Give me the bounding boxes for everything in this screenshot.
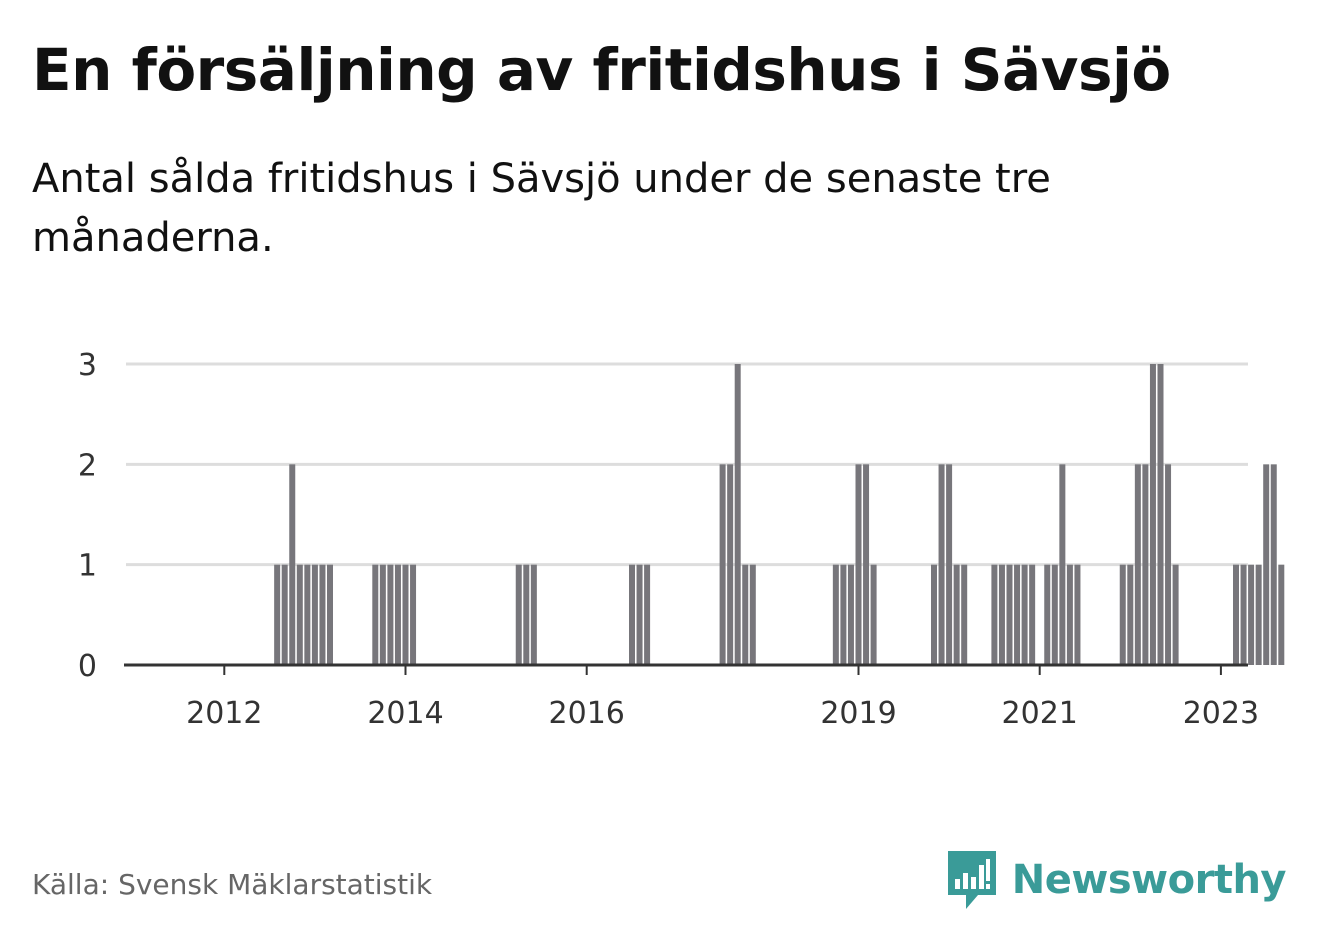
bar [1059, 464, 1066, 665]
bar [530, 564, 537, 665]
bar [1127, 564, 1134, 665]
bar [953, 564, 960, 665]
bar [727, 464, 734, 665]
y-tick-label: 2 [78, 448, 97, 483]
bar [1149, 364, 1156, 665]
brand-name: Newsworthy [1011, 857, 1287, 903]
bar [629, 564, 635, 665]
bar [319, 564, 326, 665]
bar [1240, 564, 1247, 665]
bar [402, 564, 409, 665]
bar [304, 564, 311, 665]
bar [1172, 564, 1179, 665]
x-axis: 2012 2014 2016 2019 2021 2023 [124, 663, 1259, 731]
bar [1165, 464, 1172, 665]
bar [289, 464, 296, 665]
bar [931, 564, 937, 665]
bar [1134, 464, 1141, 665]
bar [1021, 564, 1028, 665]
bar [1233, 564, 1239, 665]
bar [1248, 564, 1255, 665]
x-tick-label: 2016 [549, 696, 625, 731]
x-tick-label: 2019 [820, 696, 896, 731]
bar [644, 564, 651, 665]
bar [832, 564, 839, 665]
y-tick-label: 0 [78, 649, 97, 684]
bar-chart: 2012 2014 2016 2019 2021 2023 0 1 2 3 1 [78, 348, 1285, 731]
bar [863, 464, 870, 665]
bar [327, 564, 333, 665]
bar [719, 464, 726, 665]
bar [1255, 564, 1262, 665]
bar [394, 564, 401, 665]
bar [742, 564, 749, 665]
bar [1074, 564, 1081, 665]
y-tick-label: 3 [78, 348, 97, 383]
bar [1119, 564, 1126, 665]
bar [938, 464, 945, 665]
y-axis: 0 1 2 3 [78, 348, 97, 684]
x-tick-label: 2021 [1002, 696, 1078, 731]
bar [1278, 564, 1285, 665]
x-tick-label: 2012 [186, 696, 262, 731]
bar [1044, 564, 1051, 665]
bar [274, 564, 281, 665]
bar [379, 564, 386, 665]
bar [1051, 564, 1058, 665]
bar [998, 564, 1005, 665]
chart-title: En försäljning av fritidshus i Sävsjö [32, 36, 1171, 104]
bar [387, 564, 394, 665]
bar [1263, 464, 1270, 665]
bar [870, 564, 877, 665]
newsworthy-logo-icon [947, 851, 996, 909]
source-note: Källa: Svensk Mäklarstatistik [32, 868, 433, 901]
bar [840, 564, 847, 665]
bar [296, 564, 303, 665]
bar [372, 564, 379, 665]
brand-logo[interactable]: Newsworthy [947, 848, 1287, 912]
bar [515, 564, 522, 665]
bar [1157, 364, 1164, 665]
x-tick-label: 2014 [367, 696, 443, 731]
bar [311, 564, 318, 665]
bar [281, 564, 288, 665]
bar [734, 364, 741, 665]
y-tick-label: 1 [78, 549, 97, 584]
chart-subtitle: Antal sålda fritidshus i Sävsjö under de… [32, 156, 1051, 261]
bar [847, 564, 854, 665]
bar [1014, 564, 1021, 665]
x-tick-label: 2023 [1183, 696, 1259, 731]
bar [946, 464, 953, 665]
bar [855, 464, 862, 665]
bar [410, 564, 417, 665]
bar [523, 564, 530, 665]
bars [274, 364, 1285, 665]
bar [636, 564, 643, 665]
bar [749, 564, 756, 665]
bar [1270, 464, 1277, 665]
bar [1142, 464, 1149, 665]
bar [1029, 564, 1036, 665]
bar [1066, 564, 1073, 665]
bar [1006, 564, 1013, 665]
bar [991, 564, 998, 665]
bar [961, 564, 968, 665]
